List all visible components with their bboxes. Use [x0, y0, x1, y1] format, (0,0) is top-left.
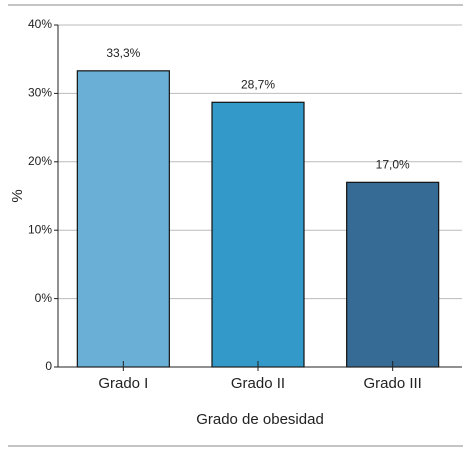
data-label: 33,3%	[106, 46, 140, 60]
y-tick-label: 40%	[28, 17, 52, 31]
bar	[346, 181, 440, 368]
y-tick-label: 0%	[35, 291, 53, 305]
y-tick-label: 10%	[28, 222, 52, 236]
data-label: 17,0%	[376, 157, 410, 171]
bar	[76, 70, 170, 368]
bar	[211, 101, 305, 368]
y-axis-title: %	[9, 189, 26, 202]
y-tick-label: 0	[45, 359, 52, 373]
data-label: 28,7%	[241, 77, 275, 91]
x-axis-title: Grado de obesidad	[196, 411, 324, 428]
x-tick-label: Grado I	[98, 375, 148, 392]
x-tick-label: Grado II	[231, 375, 285, 392]
y-tick-label: 30%	[28, 86, 52, 100]
y-tick-label: 20%	[28, 154, 52, 168]
x-tick-label: Grado III	[363, 375, 421, 392]
